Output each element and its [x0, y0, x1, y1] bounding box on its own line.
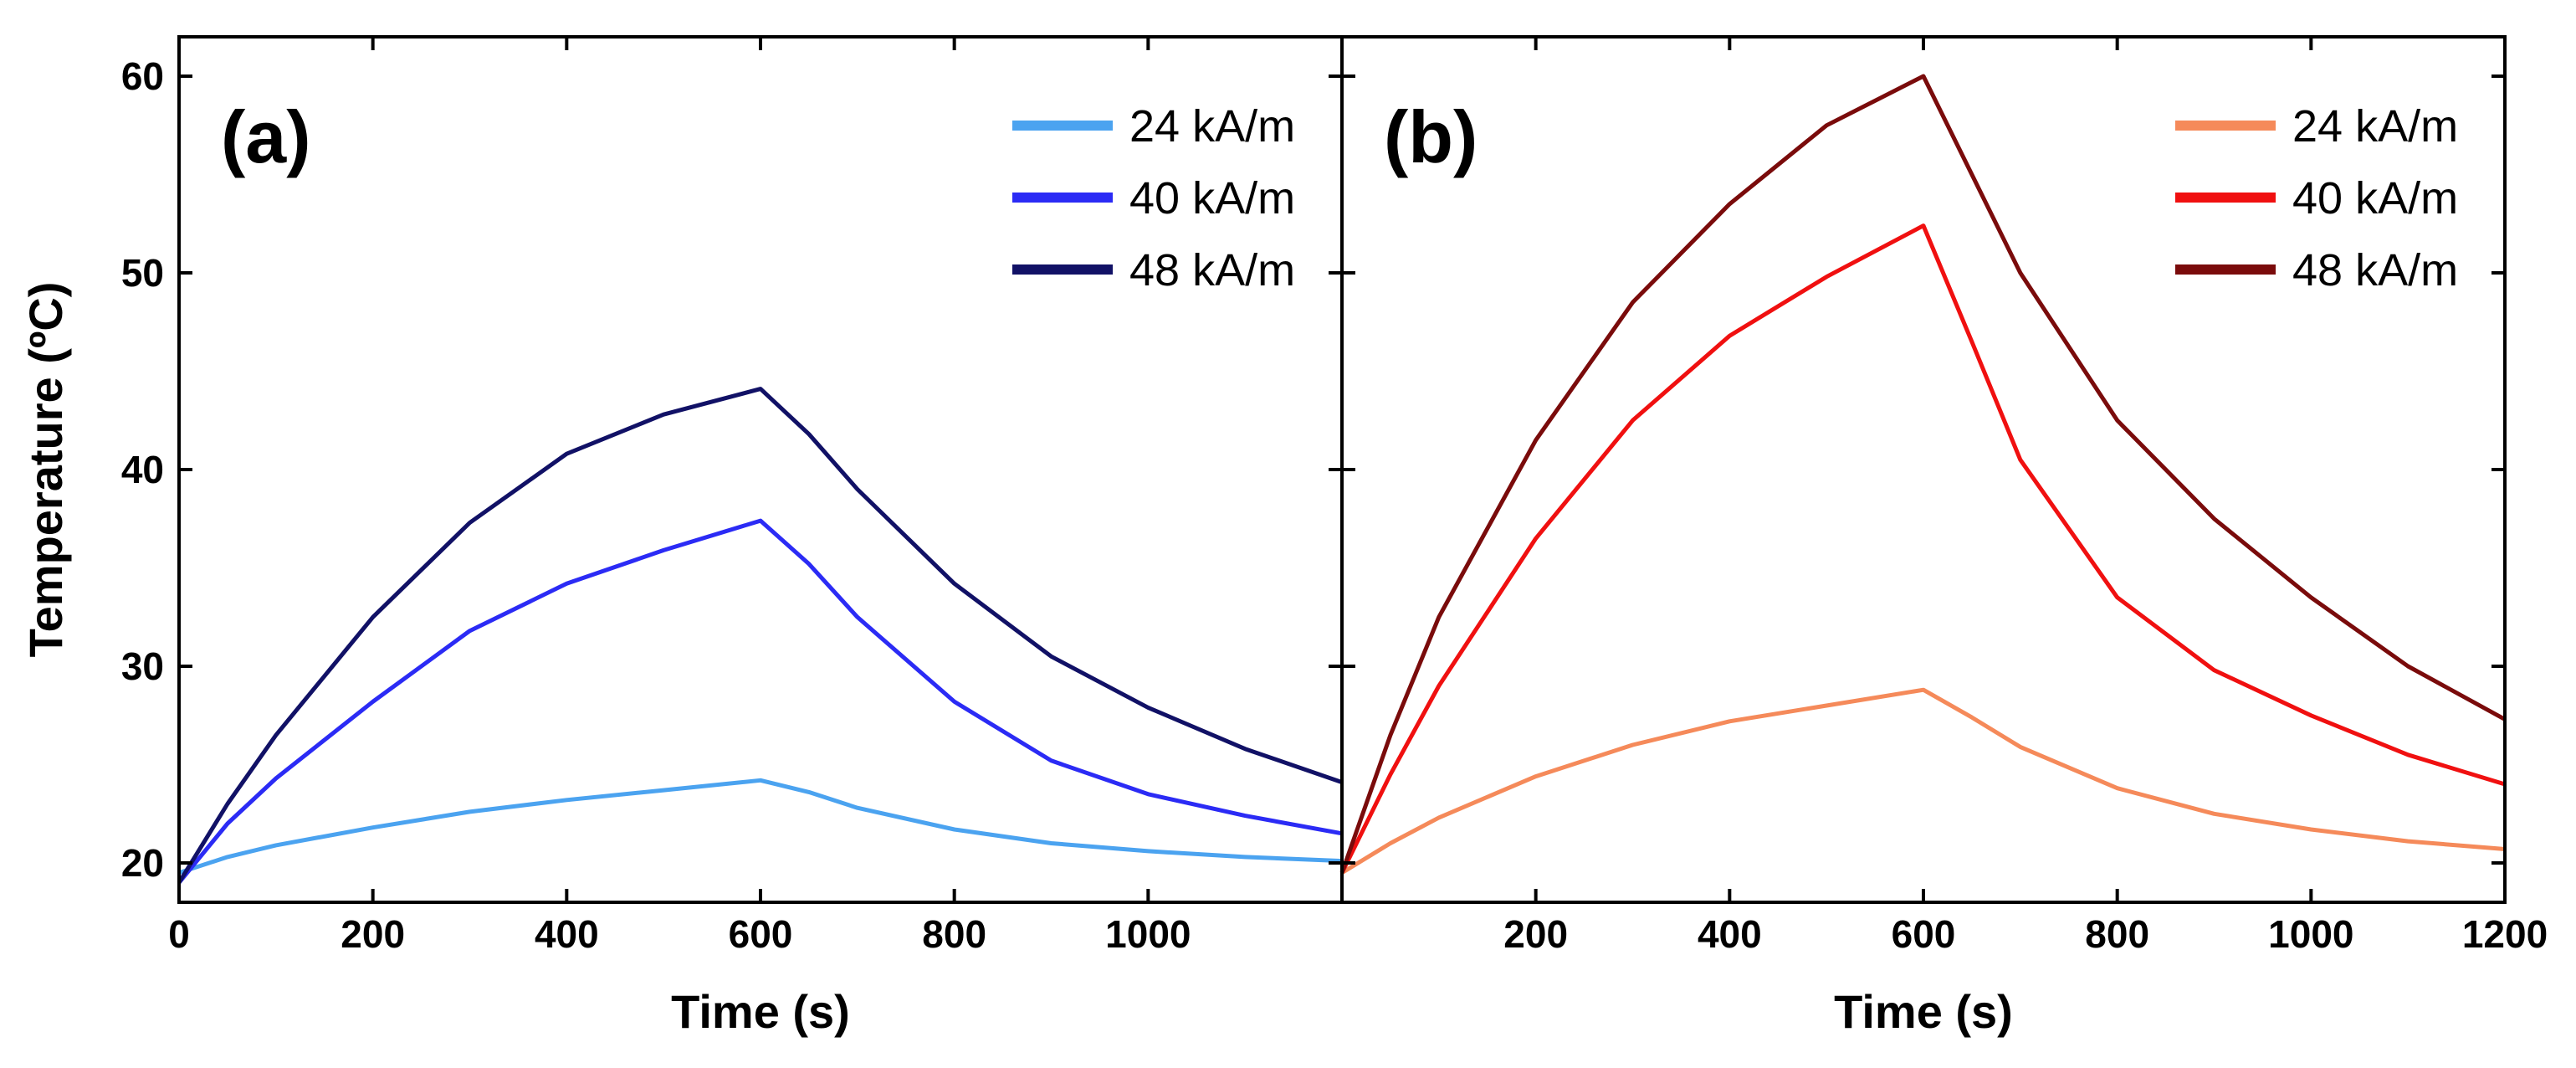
series-line-24-ka-m: [178, 778, 1343, 875]
x-tick-label: 200: [341, 912, 405, 956]
x-tick-label: 1200: [2462, 912, 2548, 956]
y-tick-label: 40: [121, 448, 164, 491]
panel-label: (a): [221, 95, 311, 178]
legend-label: 48 kA/m: [1129, 245, 1295, 295]
series-line-40-ka-m: [177, 518, 1343, 885]
y-axis-title: Temperature (ºC): [19, 282, 72, 658]
legend-label: 48 kA/m: [2292, 245, 2458, 295]
legend-label: 24 kA/m: [2292, 101, 2458, 151]
legend-label: 40 kA/m: [1129, 173, 1295, 223]
series-line-40-ka-m: [1339, 223, 2506, 874]
x-tick-label: 800: [922, 912, 986, 956]
y-tick-label: 50: [121, 251, 164, 295]
legend-label: 24 kA/m: [1129, 101, 1295, 151]
chart-panels: 0 200 400 600 800 1000 20 30 40 50 60 Time (s) Tempe…: [19, 35, 2548, 1038]
legend: 24 kA/m 40 kA/m 48 kA/m: [1012, 101, 1295, 295]
x-tick-label: 800: [2085, 912, 2149, 956]
y-tick-label: 60: [121, 54, 164, 98]
x-tick-label: 600: [729, 912, 793, 956]
plot-frame: [177, 35, 1344, 904]
x-tick-label: 1000: [1105, 912, 1191, 956]
x-tick-label: 400: [1698, 912, 1762, 956]
legend-label: 40 kA/m: [2292, 173, 2458, 223]
panel-b: 200 400 600 800 1000 1200 Time (s) (b) 24 kA/m 40…: [1339, 35, 2548, 1038]
series-line-24-ka-m: [1340, 687, 2506, 875]
series-line-48-ka-m: [1339, 74, 2507, 874]
y-tick-label: 30: [121, 644, 164, 688]
panel-label: (b): [1384, 95, 1477, 178]
x-tick-label: 400: [535, 912, 599, 956]
x-axis-title: Time (s): [1834, 985, 2013, 1038]
x-tick-label: 200: [1503, 912, 1568, 956]
x-tick-label: 0: [168, 912, 190, 956]
x-axis-title: Time (s): [671, 985, 850, 1038]
panel-a: 0 200 400 600 800 1000 20 30 40 50 60 Time (s) Tempe…: [19, 35, 1344, 1038]
plot-frame: [1340, 35, 2507, 904]
legend: 24 kA/m 40 kA/m 48 kA/m: [2175, 101, 2458, 295]
x-tick-label: 1000: [2268, 912, 2353, 956]
series-line-48-ka-m: [177, 387, 1343, 884]
x-tick-label: 600: [1892, 912, 1956, 956]
y-tick-label: 20: [121, 841, 164, 885]
